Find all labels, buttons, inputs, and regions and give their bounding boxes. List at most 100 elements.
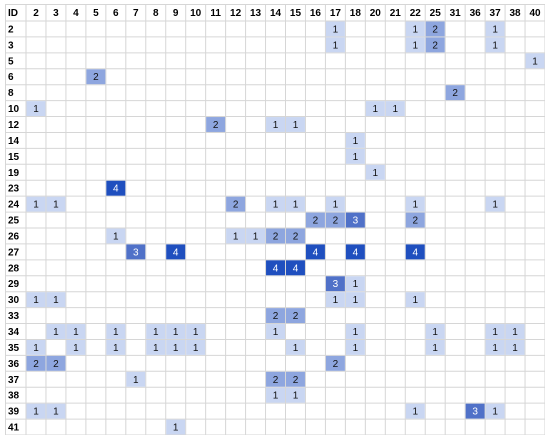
cell-value-label: 1 [412, 40, 418, 51]
heatmap-cell [325, 37, 345, 53]
cell-value-label: 1 [33, 343, 39, 354]
row-header: 33 [8, 311, 20, 322]
cell-value-label: 1 [173, 343, 179, 354]
row-header: 12 [8, 120, 20, 131]
cell-value-label: 1 [273, 391, 279, 402]
heatmap-cell [325, 276, 345, 292]
heatmap-cell [46, 355, 66, 371]
heatmap-cell [325, 292, 345, 308]
column-header: 9 [173, 8, 179, 19]
cell-value-label: 1 [512, 327, 518, 338]
cell-value-label: 1 [373, 168, 379, 179]
cell-value-label: 3 [333, 279, 339, 290]
heatmap-cell [166, 324, 186, 339]
heatmap-cell [405, 37, 425, 53]
heatmap-cell [286, 228, 305, 244]
heatmap-cell [66, 324, 86, 339]
heatmap-cell [126, 244, 146, 260]
cell-value-label: 1 [293, 200, 299, 211]
row-header: 10 [8, 104, 20, 115]
heatmap-cell [345, 132, 365, 148]
heatmap-cell [365, 164, 385, 180]
cell-value-label: 2 [333, 216, 339, 227]
heatmap-cell [266, 324, 285, 339]
heatmap-cell [286, 260, 305, 276]
column-header: 12 [230, 8, 242, 19]
row-header: 8 [8, 88, 14, 99]
cell-value-label: 1 [353, 152, 359, 163]
cell-value-label: 1 [33, 104, 39, 115]
cell-value-label: 1 [373, 104, 379, 115]
cell-value-label: 1 [193, 327, 199, 338]
cell-value-label: 4 [313, 247, 319, 258]
heatmap-cell [226, 196, 246, 212]
heatmap-cell [126, 371, 146, 387]
cell-value-label: 2 [293, 375, 299, 386]
cell-value-label: 1 [353, 343, 359, 354]
row-header: 30 [8, 295, 20, 306]
heatmap-cell [26, 403, 46, 419]
column-header: 16 [310, 8, 322, 19]
cell-value-label: 3 [472, 407, 478, 418]
cell-value-label: 2 [293, 311, 299, 322]
cell-value-label: 1 [113, 327, 119, 338]
heatmap-cell [425, 339, 445, 355]
heatmap-cell [26, 339, 46, 355]
cell-value-label: 1 [153, 327, 159, 338]
heatmap-cell [106, 339, 126, 355]
heatmap-cell [405, 212, 425, 228]
cell-value-label: 1 [412, 200, 418, 211]
cell-value-label: 1 [532, 56, 538, 67]
cell-value-label: 1 [432, 327, 438, 338]
row-header: 28 [8, 263, 20, 274]
cell-value-label: 1 [333, 200, 339, 211]
cell-value-label: 1 [273, 327, 279, 338]
column-header: 8 [153, 8, 159, 19]
cell-value-label: 2 [33, 359, 39, 370]
cell-value-label: 1 [412, 407, 418, 418]
column-header: 36 [470, 8, 482, 19]
heatmap-cell [325, 355, 345, 371]
heatmap-cell [485, 403, 505, 419]
heatmap-cells: 1 1 2 1 1 1 2 1 1 2 2 1 1 1 2 1 1 1 1 1 4 1 1 2 1 1 1 1 1 2 2 3 2 1 1 1 2 2 3 4… [26, 21, 545, 435]
column-header: 14 [270, 8, 282, 19]
row-header: 3 [8, 40, 14, 51]
heatmap-cell [425, 37, 445, 53]
heatmap-cell [266, 308, 285, 324]
row-header: 5 [8, 56, 14, 67]
cell-value-label: 1 [173, 423, 179, 434]
heatmap-cell [345, 244, 365, 260]
row-header: 29 [8, 279, 20, 290]
cell-value-label: 1 [353, 136, 359, 147]
cell-value-label: 1 [113, 343, 119, 354]
heatmap-cell [166, 244, 186, 260]
cell-value-label: 1 [73, 327, 79, 338]
heatmap-cell [485, 37, 505, 53]
row-header: 25 [8, 216, 20, 227]
cell-value-label: 1 [293, 343, 299, 354]
heatmap-cell [345, 339, 365, 355]
column-header: 11 [210, 8, 221, 19]
heatmap-cell [46, 196, 66, 212]
cell-value-label: 1 [233, 231, 239, 242]
cell-value-label: 1 [412, 295, 418, 306]
heatmap-cell [325, 196, 345, 212]
row-header: 34 [8, 327, 20, 338]
cell-value-label: 1 [53, 327, 59, 338]
heatmap-cell [266, 371, 285, 387]
heatmap-cell [266, 117, 285, 132]
heatmap-labels: ID 2 3 4 5 6 7 8 9 10 11 12 13 14 15 16 17 18 20 21 22 25 31 36… [8, 8, 541, 434]
cell-value-label: 2 [412, 216, 418, 227]
cell-value-label: 1 [113, 231, 119, 242]
cell-value-label: 1 [492, 343, 498, 354]
heatmap-cell [286, 371, 305, 387]
cell-value-label: 2 [273, 375, 279, 386]
cell-value-label: 1 [393, 104, 399, 115]
column-header: 10 [190, 8, 202, 19]
cell-value-label: 4 [273, 263, 279, 274]
heatmap-cell [405, 244, 425, 260]
row-header: 35 [8, 343, 20, 354]
heatmap-cell [146, 324, 166, 339]
cell-value-label: 3 [133, 247, 139, 258]
